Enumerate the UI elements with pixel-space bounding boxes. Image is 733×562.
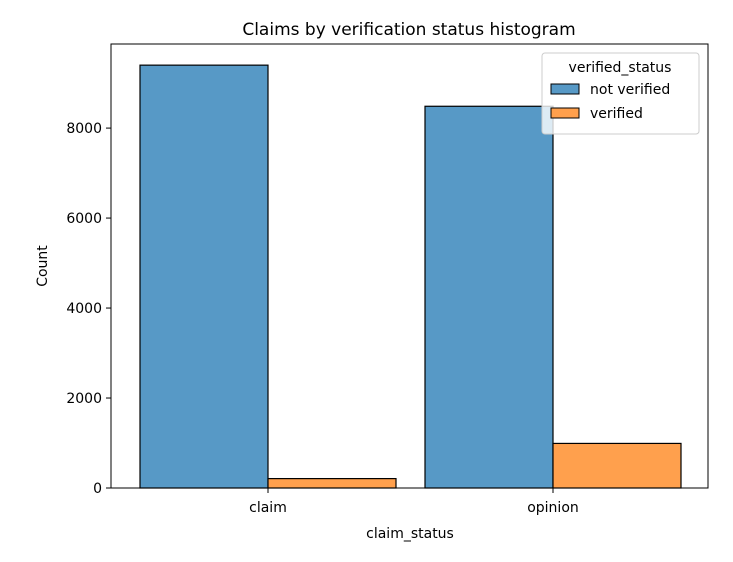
legend-box xyxy=(541,52,700,135)
y-tick-label: 8000 xyxy=(66,121,102,137)
bar-group xyxy=(139,64,682,489)
legend-label-verified: verified xyxy=(590,106,643,122)
x-tick-label: claim xyxy=(249,500,287,516)
bar-verified-opinion xyxy=(552,442,682,489)
legend: verified_status not verified verified xyxy=(541,52,700,135)
bar-verified-claim xyxy=(267,477,397,489)
chart-title: Claims by verification status histogram xyxy=(242,20,575,40)
x-axis-ticks: claim opinion xyxy=(249,488,579,516)
y-tick-label: 6000 xyxy=(66,211,102,227)
y-tick-label: 4000 xyxy=(66,301,102,317)
legend-title: verified_status xyxy=(569,60,672,76)
y-tick-label: 0 xyxy=(93,481,102,497)
legend-label-not-verified: not verified xyxy=(590,82,670,98)
legend-swatch-not-verified xyxy=(550,83,580,95)
legend-swatch-verified xyxy=(550,107,580,119)
bar-not-verified-claim xyxy=(139,64,269,489)
x-axis-title: claim_status xyxy=(366,526,454,542)
plot-frame xyxy=(110,43,709,489)
legend-items: not verified verified xyxy=(550,82,670,122)
bar-not-verified-opinion xyxy=(424,105,554,489)
x-tick-label: opinion xyxy=(527,500,579,516)
y-axis-title: Count xyxy=(35,245,51,287)
y-axis-ticks: 0 2000 4000 6000 8000 xyxy=(66,121,111,497)
y-tick-label: 2000 xyxy=(66,391,102,407)
